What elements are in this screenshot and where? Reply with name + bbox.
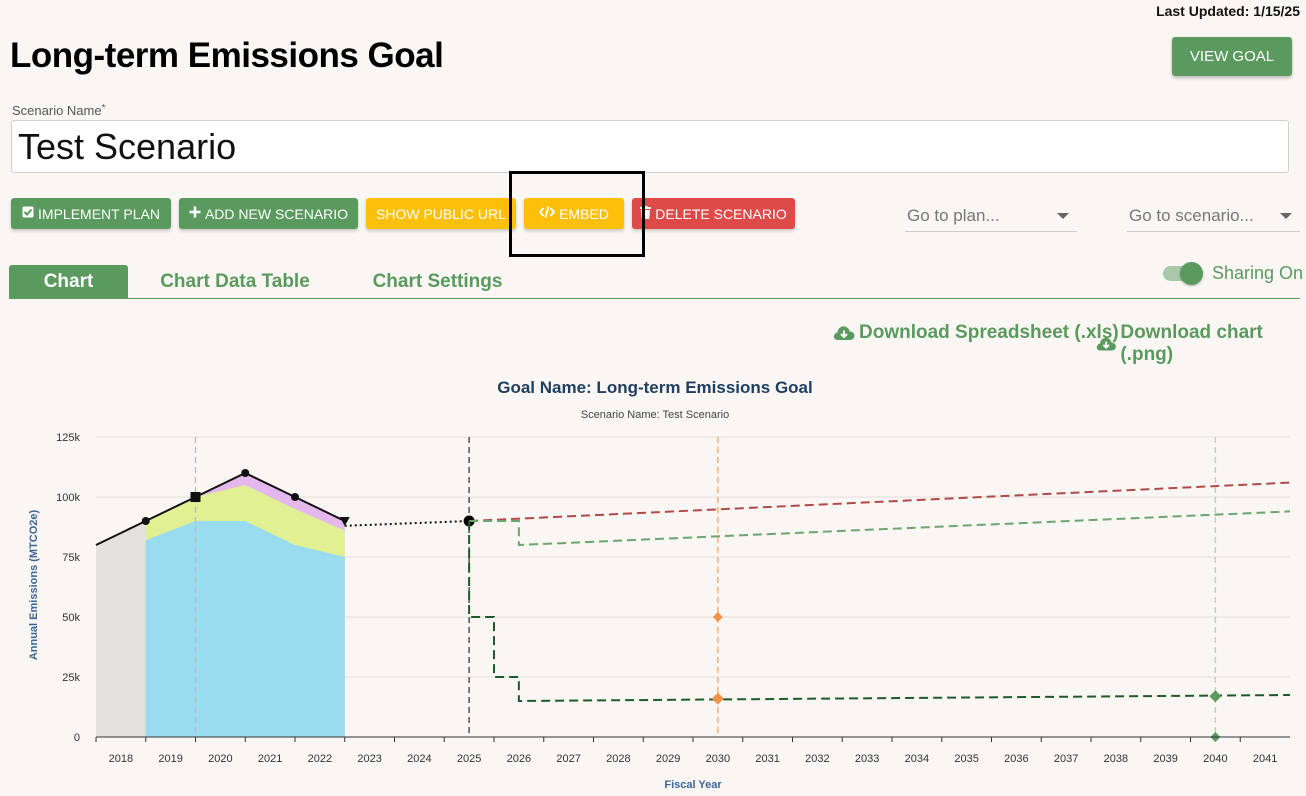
x-tick-label: 2032 — [805, 753, 829, 765]
chart-title: Goal Name: Long-term Emissions Goal — [497, 378, 813, 397]
x-tick-label: 2038 — [1104, 753, 1128, 765]
scenario-name-input[interactable] — [11, 120, 1289, 173]
sharing-label: Sharing On — [1212, 263, 1304, 283]
required-mark: * — [101, 103, 106, 114]
implement-plan-label: IMPLEMENT PLAN — [38, 205, 160, 222]
historical-area — [96, 521, 146, 737]
sharing-toggle-knob[interactable] — [1180, 262, 1203, 285]
x-axis-label: Fiscal Year — [664, 779, 722, 791]
y-tick-label: 125k — [56, 432, 80, 444]
go-to-plan-placeholder: Go to plan... — [907, 205, 1000, 225]
x-tick-label: 2031 — [755, 753, 779, 765]
bau-line — [469, 481, 1291, 522]
checkbox-icon — [22, 206, 34, 221]
y-axis-label: Annual Emissions (MTCO2e) — [28, 509, 40, 660]
code-icon — [538, 206, 556, 221]
tab-chart[interactable]: Chart — [9, 265, 128, 298]
tabs-divider — [9, 298, 1300, 299]
actual-point — [339, 517, 350, 526]
x-tick-label: 2037 — [1054, 753, 1078, 765]
x-tick-label: 2022 — [308, 753, 332, 765]
x-tick-label: 2039 — [1153, 753, 1177, 765]
chevron-down-icon — [1280, 212, 1292, 219]
download-spreadsheet-link[interactable]: Download Spreadsheet (.xls) — [833, 322, 1119, 344]
actual-point — [291, 493, 299, 501]
x-tick-label: 2025 — [457, 753, 481, 765]
x-tick-label: 2023 — [357, 753, 381, 765]
stack-area — [145, 521, 345, 737]
y-tick-label: 75k — [62, 552, 80, 564]
go-to-scenario-placeholder: Go to scenario... — [1129, 205, 1254, 225]
interim-target-marker — [712, 612, 723, 622]
implement-plan-button[interactable]: IMPLEMENT PLAN — [11, 198, 171, 229]
download-chart-label: Download chart (.png) — [1120, 322, 1263, 365]
plot-area: 0 25k 50k 75k 100k 125k 2018 2019 2020 2021 2022 20… — [56, 432, 1291, 765]
interim-target-marker — [711, 692, 724, 705]
page-title: Long-term Emissions Goal — [10, 36, 444, 75]
x-tick-label: 2029 — [656, 753, 680, 765]
embed-label: EMBED — [559, 205, 609, 222]
x-tick-label: 2020 — [208, 753, 232, 765]
download-chart-link[interactable]: Download chart (.png) — [1096, 322, 1306, 366]
add-new-scenario-button[interactable]: ADD NEW SCENARIO — [179, 198, 358, 229]
actual-point — [241, 469, 250, 477]
y-tick-label: 25k — [62, 672, 80, 684]
go-to-scenario-dropdown[interactable]: Go to scenario... — [1127, 200, 1300, 232]
emissions-chart: Goal Name: Long-term Emissions Goal Scen… — [28, 378, 1291, 791]
y-tick-label: 50k — [62, 612, 80, 624]
actual-point — [141, 517, 150, 525]
actual-point — [190, 492, 201, 502]
adjusted-bau-line — [469, 510, 1291, 547]
x-tick-label: 2019 — [158, 753, 182, 765]
delete-scenario-label: DELETE SCENARIO — [655, 205, 787, 222]
goal-trajectory-line — [468, 521, 1291, 703]
scenario-name-label-text: Scenario Name — [12, 103, 102, 118]
show-public-url-button[interactable]: SHOW PUBLIC URL — [366, 198, 516, 229]
projection-dotted-line — [344, 520, 470, 527]
x-tick-label: 2033 — [855, 753, 879, 765]
cloud-download-icon — [1096, 337, 1116, 351]
x-tick-label: 2035 — [954, 753, 978, 765]
x-tick-label: 2024 — [407, 753, 431, 765]
x-tick-label: 2028 — [606, 753, 630, 765]
x-tick-label: 2041 — [1253, 753, 1277, 765]
delete-scenario-button[interactable]: DELETE SCENARIO — [632, 198, 795, 229]
view-goal-button[interactable]: VIEW GOAL — [1172, 37, 1292, 76]
embed-button[interactable]: EMBED — [524, 198, 624, 229]
x-tick-label: 2034 — [905, 753, 929, 765]
x-tick-label: 2018 — [109, 753, 133, 765]
y-tick-label: 100k — [56, 492, 80, 504]
embed-highlight-box — [509, 171, 645, 257]
download-spreadsheet-label: Download Spreadsheet (.xls) — [859, 322, 1119, 343]
actual-emissions-line — [95, 471, 346, 546]
cloud-download-icon — [833, 326, 855, 340]
x-tick-label: 2030 — [706, 753, 730, 765]
add-new-scenario-label: ADD NEW SCENARIO — [204, 205, 349, 222]
go-to-plan-dropdown[interactable]: Go to plan... — [905, 200, 1077, 232]
plus-icon — [189, 206, 201, 221]
x-tick-label: 2021 — [258, 753, 282, 765]
interim-target-marker — [1209, 690, 1222, 703]
chart-subtitle: Scenario Name: Test Scenario — [581, 409, 729, 421]
last-updated: Last Updated: 1/15/25 — [1156, 3, 1300, 19]
x-tick-label: 2026 — [507, 753, 531, 765]
chevron-down-icon — [1057, 212, 1069, 219]
y-tick-label: 0 — [74, 732, 80, 744]
scenario-name-label: Scenario Name* — [12, 103, 106, 118]
x-tick-label: 2040 — [1203, 753, 1227, 765]
tab-chart-settings[interactable]: Chart Settings — [372, 270, 503, 292]
tab-chart-data-table[interactable]: Chart Data Table — [160, 270, 310, 292]
x-tick-label: 2036 — [1004, 753, 1028, 765]
x-tick-label: 2027 — [556, 753, 580, 765]
